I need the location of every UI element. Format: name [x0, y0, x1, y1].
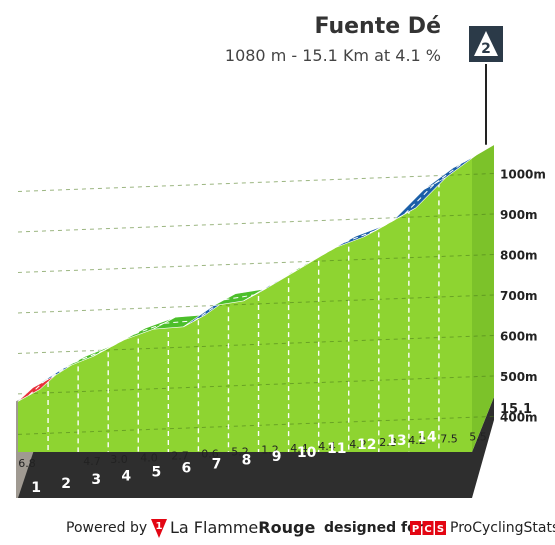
- end-distance-label: 15.1: [500, 402, 532, 417]
- y-tick-800m: 800m: [500, 248, 538, 262]
- svg-text:S: S: [437, 524, 444, 535]
- y-tick-500m: 500m: [500, 370, 538, 384]
- profile-side: [472, 144, 494, 452]
- grid-line-1000m: [17, 172, 495, 192]
- km-marker-8: 8: [242, 453, 252, 469]
- gradient-label-4: 2.7: [171, 449, 189, 462]
- gradient-label-9: 4.4: [318, 440, 336, 453]
- brand-la: La Flamme: [170, 518, 259, 537]
- brand-rouge: Rouge: [258, 518, 316, 537]
- y-tick-1000m: 1000m: [500, 167, 546, 181]
- km-marker-11: 11: [327, 441, 346, 457]
- gradient-label-2: 3.0: [110, 453, 128, 466]
- logo-digit: 1: [156, 521, 163, 532]
- elevation-profile-chart: 6.8 4.7 3.0 4.0 2.7 0.6 5.2 1.2 4.4 4.4 4.2 2.8 4.2 7…: [16, 26, 546, 498]
- km-marker-1: 1: [31, 480, 41, 496]
- gradient-label-0: 6.8: [18, 457, 36, 470]
- la-flamme-rouge-brand: La FlammeRouge: [170, 518, 315, 537]
- km-marker-12: 12: [357, 437, 376, 453]
- km-marker-6: 6: [182, 461, 192, 477]
- gradient-label-12: 4.2: [408, 434, 426, 447]
- segment-centerline-0: [28, 381, 45, 396]
- gradient-label-7: 1.2: [261, 444, 279, 457]
- procyclingstats-logo-icon: P C S: [410, 521, 446, 535]
- km-marker-2: 2: [61, 476, 71, 492]
- segment-centerline-2: [73, 349, 105, 363]
- gradient-label-11: 2.8: [379, 436, 397, 449]
- km-marker-5: 5: [151, 464, 161, 480]
- mountain-icon: [474, 31, 498, 56]
- gradient-label-10: 4.2: [349, 438, 367, 451]
- km-marker-10: 10: [297, 445, 317, 461]
- km-marker-7: 7: [212, 457, 222, 473]
- svg-text:P: P: [412, 524, 419, 535]
- km-marker-14: 14: [417, 429, 437, 445]
- category-number: 2: [481, 41, 491, 57]
- footer: Powered by 1 La FlammeRouge designed for…: [0, 512, 555, 542]
- segment-centerline-15: [464, 150, 484, 162]
- gradient-label-1: 4.7: [83, 455, 101, 468]
- gradient-label-8: 4.4: [290, 442, 308, 455]
- y-tick-900m: 900m: [500, 208, 538, 222]
- designed-for-text: designed for: [324, 520, 424, 536]
- km-marker-4: 4: [121, 468, 131, 484]
- la-flamme-rouge-logo-icon: 1: [151, 519, 167, 538]
- gradient-label-5: 0.6: [201, 448, 219, 461]
- gradient-label-3: 4.0: [140, 451, 158, 464]
- y-tick-400m: 400m: [500, 410, 538, 424]
- climb-title: Fuente Dé: [314, 14, 441, 39]
- km-marker-9: 9: [272, 449, 282, 465]
- segment-centerline-13: [404, 183, 436, 215]
- km-marker-3: 3: [91, 472, 101, 488]
- segment-centerline-14: [434, 160, 466, 184]
- gradient-label-14: 5.5: [469, 430, 487, 443]
- km-marker-13: 13: [387, 433, 406, 449]
- powered-by-text: Powered by: [66, 520, 148, 536]
- y-tick-700m: 700m: [500, 289, 538, 303]
- gradient-label-6: 5.2: [231, 446, 249, 459]
- procyclingstats-name: ProCyclingStats: [450, 520, 555, 536]
- svg-text:C: C: [424, 524, 431, 535]
- gradient-label-13: 7.5: [440, 432, 458, 445]
- y-tick-600m: 600m: [500, 329, 538, 343]
- climb-stats: 1080 m - 15.1 Km at 4.1 %: [224, 46, 441, 65]
- base-strip: [18, 397, 494, 498]
